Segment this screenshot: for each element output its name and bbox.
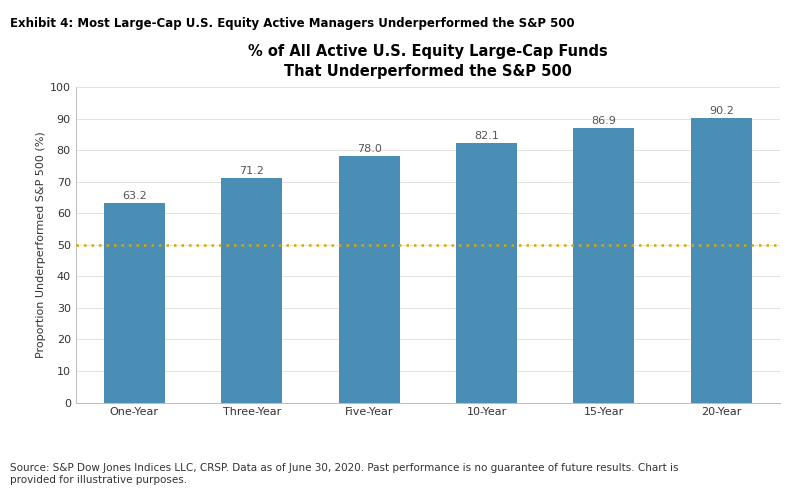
- Text: Exhibit 4: Most Large-Cap U.S. Equity Active Managers Underperformed the S&P 500: Exhibit 4: Most Large-Cap U.S. Equity Ac…: [10, 17, 574, 30]
- Bar: [103, 203, 165, 403]
- Text: 78.0: 78.0: [357, 144, 381, 154]
- Text: 71.2: 71.2: [240, 166, 264, 175]
- Text: Source: S&P Dow Jones Indices LLC, CRSP. Data as of June 30, 2020. Past performa: Source: S&P Dow Jones Indices LLC, CRSP.…: [10, 463, 678, 485]
- Text: 90.2: 90.2: [709, 106, 734, 116]
- Text: 82.1: 82.1: [474, 131, 499, 141]
- Y-axis label: Proportion Underperformed S&P 500 (%): Proportion Underperformed S&P 500 (%): [36, 131, 45, 358]
- Text: 86.9: 86.9: [591, 116, 616, 126]
- Bar: [338, 157, 400, 403]
- Bar: [691, 118, 752, 403]
- Title: % of All Active U.S. Equity Large-Cap Funds
That Underperformed the S&P 500: % of All Active U.S. Equity Large-Cap Fu…: [248, 44, 607, 79]
- Bar: [573, 128, 634, 403]
- Text: 63.2: 63.2: [122, 191, 146, 201]
- Bar: [456, 144, 517, 403]
- Bar: [221, 178, 283, 403]
